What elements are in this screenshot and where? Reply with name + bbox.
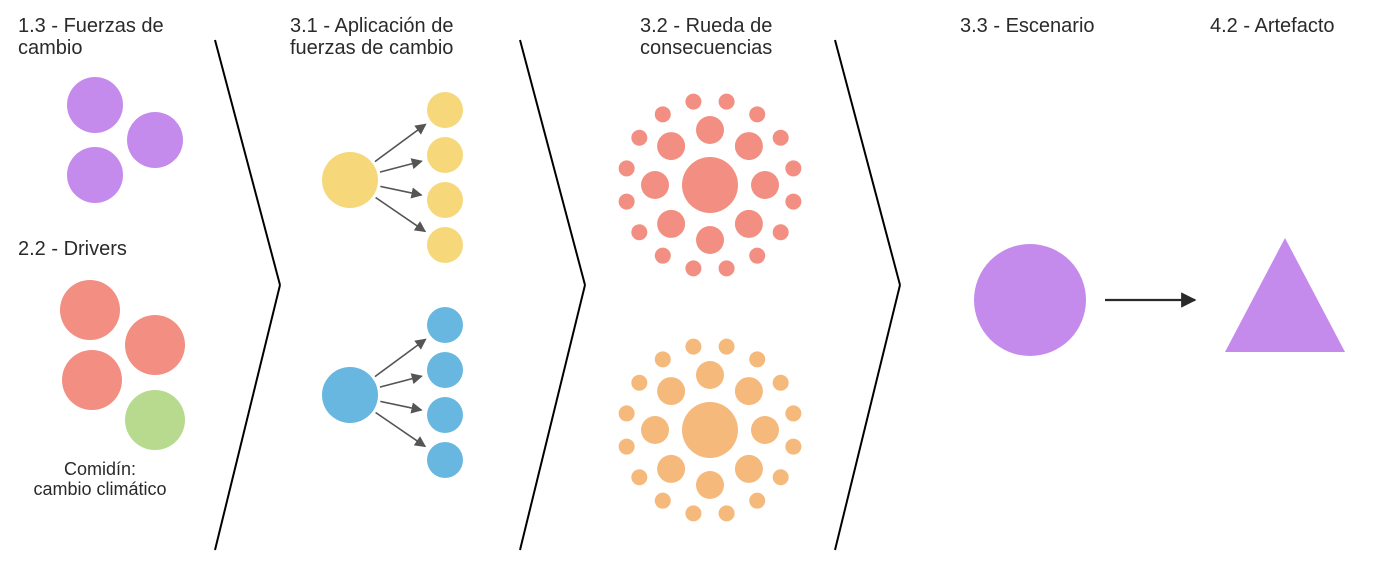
- wheel-coral-outer-14: [655, 106, 671, 122]
- branch-blue-arrow-1: [380, 376, 422, 387]
- wheel-coral-inner-2: [751, 171, 779, 199]
- chevron-3-bottom: [835, 285, 900, 550]
- wheel-coral-outer-6: [749, 248, 765, 264]
- wheel-peach-inner-1: [735, 377, 763, 405]
- wheel-coral-inner-0: [696, 116, 724, 144]
- wheel-peach-outer-5: [773, 469, 789, 485]
- wheel-peach-outer-10: [631, 469, 647, 485]
- branch-blue-arrow-0: [375, 339, 426, 376]
- branch-blue-arrow-3: [376, 413, 426, 447]
- wheel-peach-outer-13: [631, 375, 647, 391]
- wheel-coral-inner-3: [735, 210, 763, 238]
- label-fuerzas: 1.3 - Fuerzas decambio: [18, 15, 164, 59]
- branch-yellow-target-1: [427, 137, 463, 173]
- label-escenario: 3.3 - Escenario: [960, 15, 1095, 37]
- wheel-peach-outer-1: [749, 351, 765, 367]
- wheel-coral-outer-15: [685, 94, 701, 110]
- wheel-coral-outer-2: [773, 130, 789, 146]
- wheel-peach-inner-3: [735, 455, 763, 483]
- chevron-1-top: [215, 40, 280, 285]
- wheel-peach-inner-4: [696, 471, 724, 499]
- branch-blue-arrow-2: [380, 401, 421, 410]
- branch-yellow-target-0: [427, 92, 463, 128]
- drivers-circle-0: [60, 280, 120, 340]
- wheel-peach-inner-5: [657, 455, 685, 483]
- label-comodin: Comidín:cambio climático: [33, 459, 166, 499]
- fuerzas-circle-1: [127, 112, 183, 168]
- wheel-peach-outer-14: [655, 351, 671, 367]
- label-aplicacion: 3.1 - Aplicación defuerzas de cambio: [290, 15, 453, 59]
- drivers-circle-2: [62, 350, 122, 410]
- wheel-coral-outer-10: [631, 224, 647, 240]
- drivers-circle-1: [125, 315, 185, 375]
- branch-yellow-target-2: [427, 182, 463, 218]
- wheel-coral-inner-7: [657, 132, 685, 160]
- branch-yellow-arrow-2: [380, 186, 421, 195]
- artifact-triangle: [1225, 238, 1345, 352]
- wheel-coral-outer-4: [785, 194, 801, 210]
- wheel-peach-outer-8: [685, 505, 701, 521]
- label-artefacto: 4.2 - Artefacto: [1210, 15, 1335, 37]
- chevron-2-top: [520, 40, 585, 285]
- wheel-coral-outer-5: [773, 224, 789, 240]
- wheel-peach-outer-0: [719, 339, 735, 355]
- wheel-peach-center: [682, 402, 738, 458]
- branch-yellow-target-3: [427, 227, 463, 263]
- wheel-peach-outer-3: [785, 405, 801, 421]
- wheel-coral-outer-9: [655, 248, 671, 264]
- branch-yellow-source: [322, 152, 378, 208]
- diagram-canvas: 1.3 - Fuerzas decambio 2.2 - Drivers Comid…: [0, 0, 1390, 577]
- wheel-coral-inner-4: [696, 226, 724, 254]
- branch-yellow-arrow-0: [375, 124, 426, 161]
- wheel-peach-outer-2: [773, 375, 789, 391]
- branch-yellow-arrow-3: [376, 198, 426, 232]
- wheel-peach-outer-7: [719, 505, 735, 521]
- branch-blue-target-1: [427, 352, 463, 388]
- wheel-peach-inner-7: [657, 377, 685, 405]
- wheel-coral-center: [682, 157, 738, 213]
- wheel-peach-outer-9: [655, 493, 671, 509]
- branch-blue-source: [322, 367, 378, 423]
- fuerzas-circle-0: [67, 77, 123, 133]
- branch-blue-target-0: [427, 307, 463, 343]
- branch-yellow-arrow-1: [380, 161, 422, 172]
- scenario-circle: [974, 244, 1086, 356]
- wheel-coral-inner-6: [641, 171, 669, 199]
- wheel-peach-outer-11: [619, 439, 635, 455]
- wheel-coral-outer-7: [719, 260, 735, 276]
- wheel-coral-outer-11: [619, 194, 635, 210]
- branch-blue-target-3: [427, 442, 463, 478]
- wheel-coral-outer-13: [631, 130, 647, 146]
- wheel-coral-outer-12: [619, 160, 635, 176]
- comodin-circle: [125, 390, 185, 450]
- chevron-2-bottom: [520, 285, 585, 550]
- wheel-coral-outer-8: [685, 260, 701, 276]
- wheel-coral-outer-0: [719, 94, 735, 110]
- label-rueda: 3.2 - Rueda deconsecuencias: [640, 15, 772, 59]
- wheel-peach-inner-2: [751, 416, 779, 444]
- wheel-peach-outer-4: [785, 439, 801, 455]
- fuerzas-circle-2: [67, 147, 123, 203]
- branch-blue-target-2: [427, 397, 463, 433]
- chevron-3-top: [835, 40, 900, 285]
- wheel-peach-outer-15: [685, 339, 701, 355]
- wheel-coral-inner-5: [657, 210, 685, 238]
- wheel-coral-outer-3: [785, 160, 801, 176]
- wheel-coral-outer-1: [749, 106, 765, 122]
- wheel-peach-outer-12: [619, 405, 635, 421]
- chevron-1-bottom: [215, 285, 280, 550]
- wheel-peach-inner-0: [696, 361, 724, 389]
- wheel-coral-inner-1: [735, 132, 763, 160]
- label-drivers: 2.2 - Drivers: [18, 238, 127, 260]
- wheel-peach-outer-6: [749, 493, 765, 509]
- wheel-peach-inner-6: [641, 416, 669, 444]
